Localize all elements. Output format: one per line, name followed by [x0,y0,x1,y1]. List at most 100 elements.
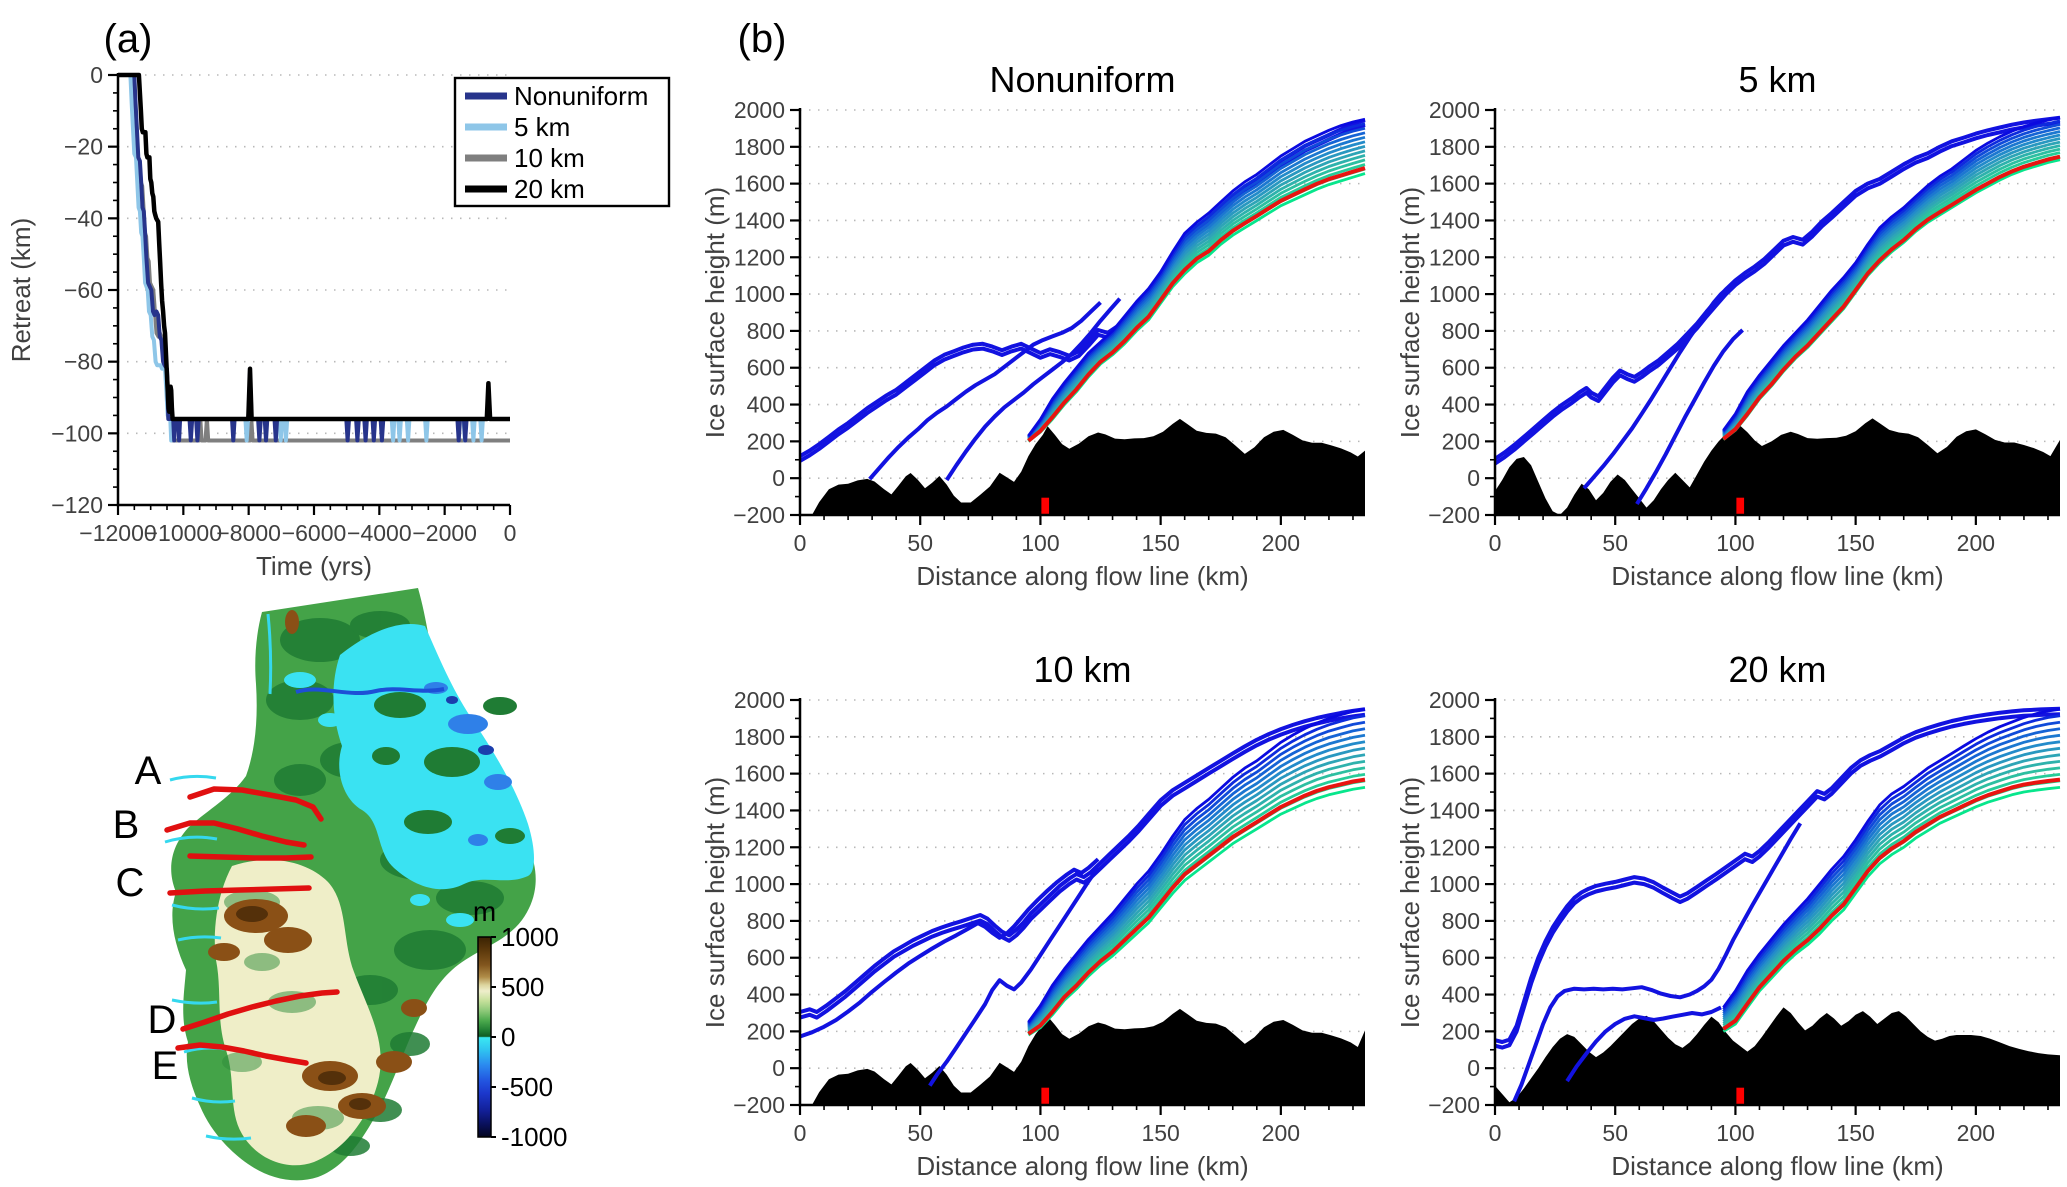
x-tick-label: 50 [907,530,933,556]
y-tick-label: 1200 [1429,244,1480,270]
y-tick-label: −20 [64,134,103,160]
flowline-label-E: E [152,1044,179,1088]
y-axis-title: Ice surface height (m) [1395,777,1425,1028]
y-axis-title: Ice surface height (m) [1395,187,1425,438]
y-tick-label: 800 [1442,908,1480,934]
colorbar-tick-label: 500 [501,972,544,1002]
map-deepest-blue-blobs [446,696,494,755]
surface-line [1722,766,2061,1027]
y-tick-label: −120 [51,492,103,518]
y-tick-label: 400 [1442,392,1480,418]
y-tick-label: 0 [772,465,785,491]
x-tick-label: 100 [1021,1120,1059,1146]
surface-line-early [945,297,1122,482]
flowline [187,853,314,861]
profile-20-km: 0 50 100 150 2002000180016001400120010008006… [1395,649,2061,1181]
y-tick-label: 1200 [734,244,785,270]
y-tick-label: 1400 [1429,207,1480,233]
map-river [295,687,445,696]
y-tick-label: 0 [772,1055,785,1081]
surface-line [1027,733,1366,1028]
y-tick-label: 1600 [734,761,785,787]
x-tick-label: 0 [794,1120,807,1146]
y-tick-label: −200 [733,502,785,528]
y-axis-title: Ice surface height (m) [700,777,730,1028]
surface-line [1722,760,2061,1025]
surface-line [1722,154,2061,440]
subplot-title: 20 km [1728,649,1826,690]
grounding-line-marker [1736,1087,1745,1105]
surface-line [1027,167,1366,442]
y-tick-label: 1800 [734,134,785,160]
y-tick-label: −80 [64,349,103,375]
x-tick-label: 50 [1602,1120,1628,1146]
x-tick-label: 50 [1602,530,1628,556]
surface-line [1027,746,1366,1030]
flowline-C [167,885,312,896]
surface-line [1027,740,1366,1029]
y-tick-label: 200 [1442,428,1480,454]
surface-line [1722,740,2061,1019]
surface-line [1722,147,2061,439]
surface-line-red [1027,777,1366,1036]
surface-line [1722,753,2061,1023]
x-tick-label: −2000 [412,520,477,546]
y-axis-title: Retreat (km) [6,218,36,362]
map-deep-blue-blobs [424,682,512,846]
x-tick-label: 150 [1141,530,1179,556]
series-10-km [118,73,510,443]
elevation-map [164,588,536,1181]
bedrock-profile [812,418,1365,515]
y-tick-label: −200 [733,1092,785,1118]
y-tick-label: 400 [747,392,785,418]
grounding-line-marker [1041,497,1050,515]
profile-10-km: 0 50 100 150 2002000180016001400120010008006… [700,649,1366,1181]
grounding-line-marker [1736,497,1745,515]
y-tick-label: 1400 [1429,797,1480,823]
y-tick-label: −200 [1428,502,1480,528]
x-axis-title: Distance along flow line (km) [1611,561,1943,591]
surface-line [1722,720,2061,1013]
bedrock-profile [812,1008,1365,1105]
surface-line [1027,158,1366,442]
y-tick-label: 1000 [734,871,785,897]
flowline-label-D: D [148,998,177,1042]
y-tick-label: 1000 [734,281,785,307]
y-tick-label: 600 [747,945,785,971]
y-tick-label: 1800 [734,724,785,750]
y-axis-title: Ice surface height (m) [700,187,730,438]
x-axis-title: Distance along flow line (km) [916,1151,1248,1181]
surface-line-early [1493,115,2061,461]
y-tick-label: 600 [747,355,785,381]
map-brown-peaks [236,906,371,1110]
x-tick-label: −8000 [216,520,281,546]
x-tick-label: 150 [1141,1120,1179,1146]
flowline-B [164,820,307,848]
surface-line-early [1494,706,2061,1044]
grounding-line-marker [1041,1087,1050,1105]
y-tick-label: −60 [64,277,103,303]
x-tick-label: 0 [1489,530,1502,556]
subplot-title: 10 km [1033,649,1131,690]
x-axis-title: Distance along flow line (km) [916,561,1248,591]
x-tick-label: 150 [1836,1120,1874,1146]
surface-line [1722,707,2061,1009]
colorbar [477,936,492,1138]
y-tick-label: 2000 [1429,97,1480,123]
x-tick-label: 100 [1716,530,1754,556]
flowline-E [175,1042,309,1066]
y-tick-label: 800 [747,908,785,934]
flowline-label-B: B [113,803,140,847]
x-tick-label: 0 [794,530,807,556]
y-tick-label: 1200 [1429,834,1480,860]
surface-line-early [1565,1005,1722,1083]
surface-line [1027,760,1366,1032]
x-tick-label: 200 [1957,1120,1995,1146]
legend-label: 20 km [514,174,585,204]
y-tick-label: 0 [1467,1055,1480,1081]
surface-line-early [1512,822,1803,1103]
colorbar-tick-label: -500 [501,1072,553,1102]
